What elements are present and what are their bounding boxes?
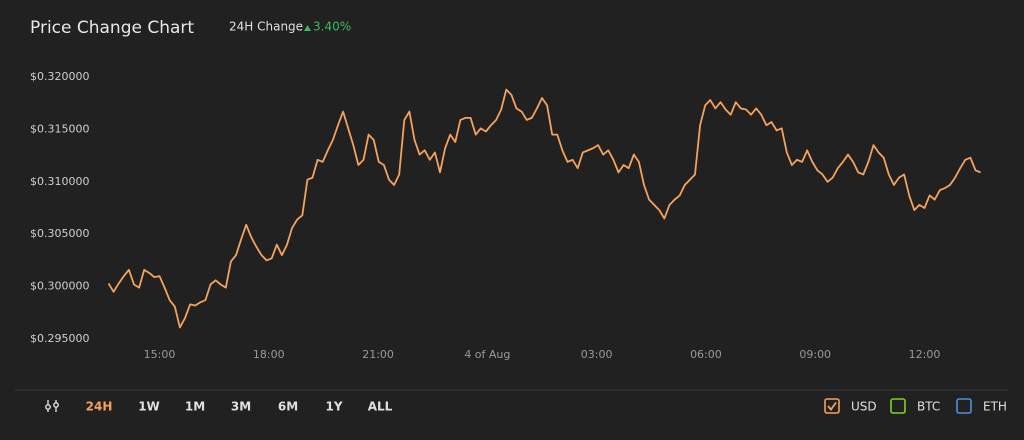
range-button[interactable]: 6M [278,400,298,414]
range-button[interactable]: 3M [231,400,251,414]
chart-type-icon[interactable] [45,400,59,412]
x-tick-label: 09:00 [799,348,831,361]
change-value: 3.40% [313,20,351,34]
y-tick-label: $0.305000 [30,227,90,240]
range-button[interactable]: 24H [86,400,113,414]
currency-label: BTC [917,400,940,414]
x-tick-label: 03:00 [581,348,613,361]
x-tick-label: 06:00 [690,348,722,361]
range-button[interactable]: 1Y [325,400,342,414]
checkbox [890,398,906,414]
currency-label: ETH [983,400,1007,414]
x-tick-label: 12:00 [909,348,941,361]
y-tick-label: $0.295000 [30,332,90,345]
currency-toggle[interactable]: ETH [956,398,1007,414]
x-tick-label: 4 of Aug [464,348,510,361]
icon-stroke [53,402,59,408]
y-tick-label: $0.320000 [30,70,90,83]
range-button[interactable]: ALL [368,400,393,414]
controls: 24H 1W 1M 3M 6M 1Y ALL USD BTC ETH [86,398,1007,414]
checkbox [824,398,840,414]
x-tick-label: 18:00 [253,348,285,361]
price-line [107,88,981,329]
plot: $0.320000 $0.315000 $0.310000 $0.305000 $0.3… [30,70,981,361]
checkbox [956,398,972,414]
up-arrow [304,25,311,31]
range-button[interactable]: 1M [185,400,205,414]
currency-label: USD [851,400,877,414]
y-tick-label: $0.315000 [30,122,90,135]
currency-toggle[interactable]: BTC [890,398,940,414]
y-tick-label: $0.310000 [30,175,90,188]
icon-stroke [45,404,51,410]
x-tick-label: 21:00 [362,348,394,361]
chart-title: Price Change Chart [30,18,194,38]
range-button[interactable]: 1W [138,400,160,414]
x-tick-label: 15:00 [144,348,176,361]
currency-toggle[interactable]: USD [824,398,877,414]
y-tick-label: $0.300000 [30,280,90,293]
change-label: 24H Change [229,20,303,34]
checkmark [827,401,837,411]
